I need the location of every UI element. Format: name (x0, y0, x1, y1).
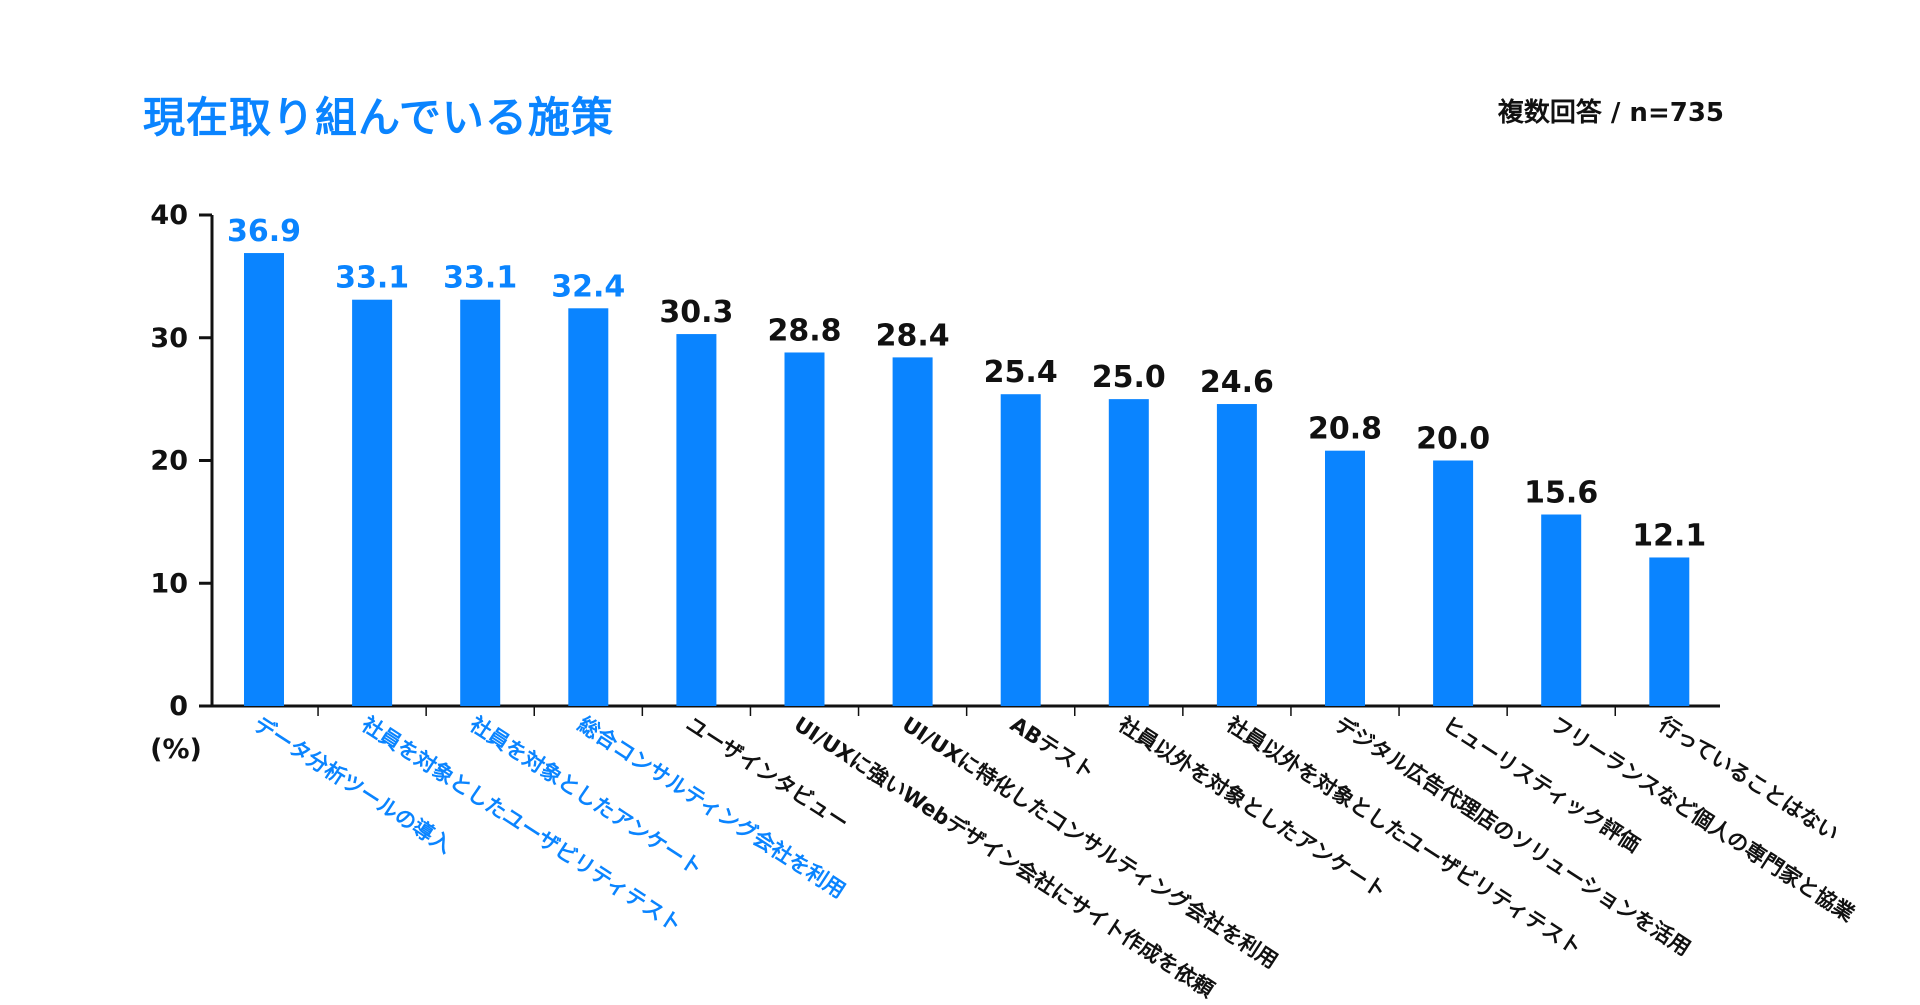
data-label: 36.9 (227, 214, 301, 249)
data-label: 25.4 (984, 355, 1058, 390)
y-axis-label: (%) (150, 734, 202, 765)
y-tick-label: 10 (150, 568, 188, 599)
bar (1108, 399, 1149, 706)
data-label: 15.6 (1524, 476, 1598, 511)
bar (1433, 460, 1474, 706)
sample-note: 複数回答 / n=735 (1497, 98, 1724, 128)
x-tick-label: UI/UXに特化したコンサルティング会社を利用 (898, 712, 1282, 973)
data-label: 30.3 (659, 295, 733, 330)
data-label: 12.1 (1632, 518, 1706, 553)
y-tick-label: 30 (150, 323, 188, 354)
y-tick-label: 40 (150, 200, 188, 231)
bar (1000, 394, 1041, 706)
bar (460, 299, 501, 706)
bar (1541, 514, 1582, 706)
data-label: 28.8 (767, 313, 841, 348)
x-tick-label: 行っていることはない (1654, 712, 1843, 846)
y-tick-label: 0 (169, 691, 188, 722)
bar (1216, 404, 1257, 706)
chart-title: 現在取り組んでいる施策 (143, 93, 614, 142)
data-label: 25.0 (1092, 360, 1166, 395)
bar (1649, 557, 1690, 706)
bar (352, 299, 393, 706)
y-tick-label: 20 (150, 446, 188, 477)
bar (676, 334, 717, 706)
bar (1325, 450, 1365, 706)
data-label: 33.1 (443, 261, 517, 296)
bar (244, 253, 284, 707)
data-label: 20.0 (1416, 422, 1490, 457)
data-label: 20.8 (1308, 412, 1382, 447)
x-tick-label: ABテスト (1006, 712, 1099, 784)
bar (568, 308, 609, 706)
data-label: 28.4 (876, 318, 950, 353)
bar (784, 352, 825, 706)
x-tick-label: ヒューリスティック評価 (1438, 712, 1644, 857)
x-tick-label: データ分析ツールの導入 (249, 712, 456, 858)
data-label: 33.1 (335, 261, 409, 296)
bar (892, 357, 933, 706)
data-label: 32.4 (551, 269, 625, 304)
data-label: 24.6 (1200, 365, 1274, 400)
